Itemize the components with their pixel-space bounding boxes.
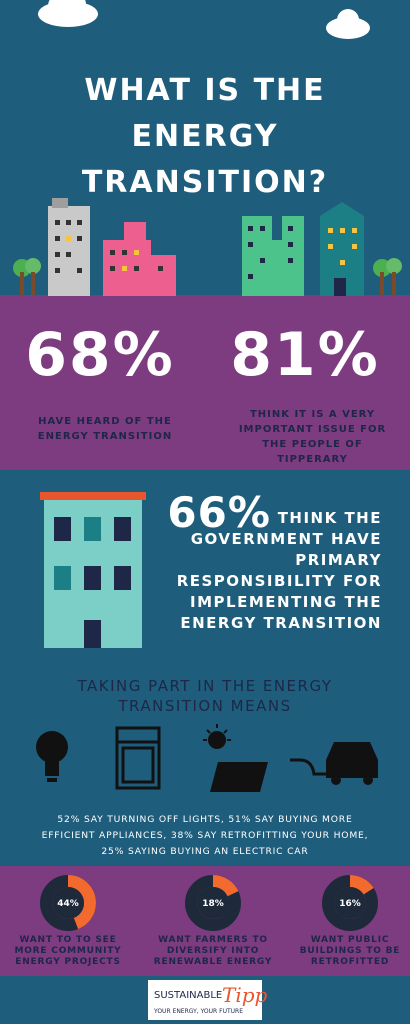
- appliance-icon: [115, 726, 161, 790]
- brand-script: Tipp: [222, 983, 268, 1007]
- donut-label: 16%: [339, 899, 361, 909]
- stat-value: 68%: [25, 320, 175, 390]
- band: [0, 295, 410, 470]
- donut-label: 44%: [57, 899, 79, 909]
- buildings-left: [13, 198, 176, 296]
- stat-value: 81%: [230, 320, 380, 390]
- gov-block: 66% THINK THE GOVERNMENT HAVE PRIMARY RE…: [160, 492, 382, 634]
- gov-value: 66%: [167, 488, 271, 537]
- title: WHAT IS THE ENERGY TRANSITION?: [81, 73, 329, 200]
- donut-caption: WANT TO TO SEE MORE COMMUNITY ENERGY PRO…: [14, 935, 122, 967]
- bulb-icon: [36, 731, 68, 782]
- logo-box: [148, 980, 262, 1020]
- donut-label: 18%: [202, 899, 224, 909]
- section-text: 52% SAY TURNING OFF LIGHTS, 51% SAY BUYI…: [41, 814, 369, 857]
- donut-hole: [52, 887, 84, 919]
- section-title: TAKING PART IN THE ENERGY TRANSITION MEA…: [77, 677, 333, 715]
- car-icon: [290, 742, 378, 785]
- buildings-right: [242, 202, 402, 296]
- brand: SUSTAINABLE: [154, 990, 222, 1001]
- donut-arc: [40, 875, 96, 931]
- donut-arc: [185, 875, 241, 931]
- donut-hole: [197, 887, 229, 919]
- donut-caption: WANT PUBLIC BUILDINGS TO BE RETROFITTED: [299, 935, 401, 967]
- cloud: [38, 0, 98, 27]
- donut-caption: WANT FARMERS TO DIVERSIFY INTO RENEWABLE…: [153, 935, 273, 967]
- tagline: YOUR ENERGY, YOUR FUTURE: [153, 1008, 243, 1015]
- stat-label: THINK IT IS A VERY IMPORTANT ISSUE FOR T…: [238, 409, 387, 465]
- stat-label: HAVE HEARD OF THE ENERGY TRANSITION: [37, 416, 173, 442]
- solar-icon: [203, 724, 268, 792]
- cloud: [326, 9, 370, 39]
- donut-arc: [322, 875, 378, 931]
- building: [40, 492, 146, 648]
- gov-label: THINK THE GOVERNMENT HAVE PRIMARY RESPON…: [176, 509, 382, 632]
- donut-hole: [334, 887, 366, 919]
